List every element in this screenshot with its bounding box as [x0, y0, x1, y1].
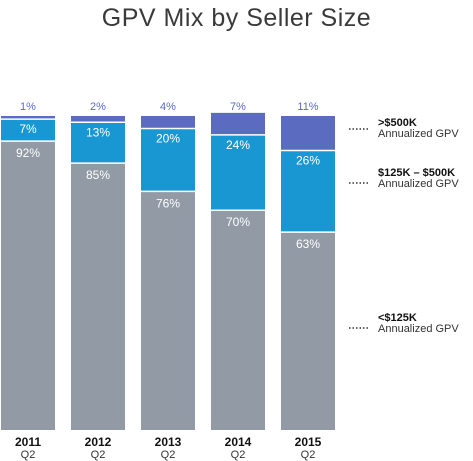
bar-segment-small-2012	[71, 163, 125, 430]
legend-item-small: <$125K Annualized GPV	[378, 313, 459, 335]
x-tick-sublabel-2011: Q2	[21, 449, 36, 461]
x-tick-label-2011: 2011	[15, 435, 41, 449]
legend-mid-head: $125K – $500K	[378, 167, 456, 179]
value-labels-group: 92% 7% 1% 85% 13% 2% 76% 20% 4% 70% 24% 7% 63% 26% 11%	[16, 101, 320, 251]
bar-segment-large-2015	[281, 116, 335, 151]
chart-title: GPV Mix by Seller Size	[101, 4, 372, 32]
bar-segment-mid-2014	[211, 134, 265, 211]
x-tick-label-2014: 2014	[225, 435, 252, 449]
value-label-large-2015: 11%	[297, 101, 318, 113]
legend-item-mid: $125K – $500K Annualized GPV	[378, 168, 459, 190]
x-tick-label-2015: 2015	[295, 435, 322, 449]
bars-group	[1, 112, 335, 430]
bar-segment-large-2013	[141, 116, 195, 129]
value-label-mid-2015: 26%	[296, 154, 320, 168]
bar-segment-small-2014	[211, 210, 265, 430]
value-label-mid-2012: 13%	[86, 125, 110, 139]
value-label-small-2012: 85%	[86, 168, 110, 182]
bar-segment-small-2011	[1, 141, 55, 430]
x-tick-sublabel-2013: Q2	[161, 449, 176, 461]
bar-segment-mid-2015	[281, 150, 335, 233]
legend-small-head: <$125K	[378, 312, 417, 324]
legend-large-head: >$500K	[378, 117, 417, 129]
bar-segment-mid-2013	[141, 128, 195, 192]
bar-segment-large-2014	[211, 112, 265, 135]
value-label-mid-2014: 24%	[226, 138, 250, 152]
bar-segment-large-2012	[71, 116, 125, 123]
x-tick-sublabel-2015: Q2	[301, 449, 316, 461]
value-label-large-2014: 7%	[230, 101, 246, 113]
x-tick-sublabel-2012: Q2	[91, 449, 106, 461]
value-label-small-2015: 63%	[296, 237, 320, 251]
value-label-large-2012: 2%	[90, 101, 106, 113]
legend-leaders-group	[349, 128, 370, 329]
bar-segment-mid-2012	[71, 122, 125, 164]
x-tick-label-2013: 2013	[155, 435, 182, 449]
value-label-mid-2013: 20%	[156, 132, 180, 146]
value-label-mid-2011: 7%	[19, 122, 37, 136]
x-tick-sublabel-2014: Q2	[231, 449, 246, 461]
value-label-small-2013: 76%	[156, 196, 180, 210]
legend-item-large: >$500K Annualized GPV	[378, 118, 459, 140]
value-label-large-2013: 4%	[160, 101, 176, 113]
bar-segment-small-2015	[281, 232, 335, 430]
value-label-large-2011: 1%	[20, 101, 36, 113]
x-tick-label-2012: 2012	[85, 435, 112, 449]
legend-small-sub: Annualized GPV	[378, 323, 459, 335]
legend-mid-sub: Annualized GPV	[378, 178, 459, 190]
bar-segment-small-2013	[141, 191, 195, 430]
legend-large-sub: Annualized GPV	[378, 128, 459, 140]
value-label-small-2014: 70%	[226, 215, 250, 229]
bar-segment-large-2011	[1, 116, 55, 120]
value-label-small-2011: 92%	[16, 146, 40, 160]
bar-segment-mid-2011	[1, 119, 55, 142]
